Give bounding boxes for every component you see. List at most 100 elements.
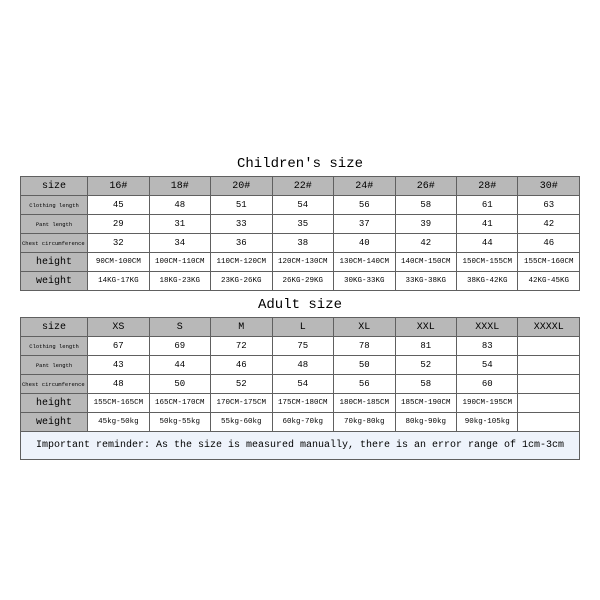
table-cell: 80kg-90kg xyxy=(395,413,456,432)
table-cell: 130CM-140CM xyxy=(334,253,395,272)
table-cell: 60kg-70kg xyxy=(272,413,333,432)
table-cell: 44 xyxy=(149,356,210,375)
table-cell: 48 xyxy=(272,356,333,375)
adult-tbody: sizeXSSMLXLXXLXXXLXXXXLClothing length67… xyxy=(21,318,580,432)
table-cell: 140CM-150CM xyxy=(395,253,456,272)
table-cell: 110CM-120CM xyxy=(211,253,272,272)
table-cell: 180CM-185CM xyxy=(334,394,395,413)
table-cell: 37 xyxy=(334,215,395,234)
table-cell: 43 xyxy=(88,356,149,375)
table-cell: 32 xyxy=(88,234,149,253)
header-size-col: M xyxy=(211,318,272,337)
table-cell: 44 xyxy=(456,234,517,253)
table-cell: 155CM-165CM xyxy=(88,394,149,413)
table-cell: 155CM-160CM xyxy=(518,253,580,272)
header-size-col: XXXL xyxy=(456,318,517,337)
table-cell xyxy=(518,413,580,432)
table-cell xyxy=(518,356,580,375)
size-chart: Children's size size16#18#20#22#24#26#28… xyxy=(20,150,580,460)
header-size-col: S xyxy=(149,318,210,337)
table-cell: 54 xyxy=(272,375,333,394)
header-size-col: XXXXL xyxy=(518,318,580,337)
table-cell: 31 xyxy=(149,215,210,234)
table-cell: 33KG-38KG xyxy=(395,272,456,291)
table-cell: 41 xyxy=(456,215,517,234)
header-size-col: 20# xyxy=(211,177,272,196)
header-size-col: XL xyxy=(334,318,395,337)
table-cell: 33 xyxy=(211,215,272,234)
table-cell: 42 xyxy=(518,215,580,234)
adult-title: Adult size xyxy=(20,291,580,317)
header-size-label: size xyxy=(21,177,88,196)
table-cell: 75 xyxy=(272,337,333,356)
table-cell: 69 xyxy=(149,337,210,356)
table-cell: 56 xyxy=(334,196,395,215)
table-cell: 29 xyxy=(88,215,149,234)
row-label: Clothing length xyxy=(21,337,88,356)
table-cell: 46 xyxy=(518,234,580,253)
header-size-col: 22# xyxy=(272,177,333,196)
table-cell: 23KG-26KG xyxy=(211,272,272,291)
row-label: height xyxy=(21,394,88,413)
table-cell: 54 xyxy=(272,196,333,215)
table-cell: 48 xyxy=(149,196,210,215)
table-cell: 56 xyxy=(334,375,395,394)
row-label: Pant length xyxy=(21,215,88,234)
table-cell: 14KG-17KG xyxy=(88,272,149,291)
table-cell: 120CM-130CM xyxy=(272,253,333,272)
children-title: Children's size xyxy=(20,150,580,176)
table-cell: 100CM-110CM xyxy=(149,253,210,272)
table-cell: 30KG-33KG xyxy=(334,272,395,291)
table-cell: 50kg-55kg xyxy=(149,413,210,432)
table-cell: 90kg-105kg xyxy=(456,413,517,432)
table-cell: 42KG-45KG xyxy=(518,272,580,291)
table-cell: 52 xyxy=(395,356,456,375)
table-cell: 175CM-180CM xyxy=(272,394,333,413)
table-cell: 67 xyxy=(88,337,149,356)
row-label: Chest circumference 1/2 xyxy=(21,234,88,253)
table-cell: 34 xyxy=(149,234,210,253)
header-size-col: XXL xyxy=(395,318,456,337)
table-cell: 90CM-100CM xyxy=(88,253,149,272)
table-cell xyxy=(518,375,580,394)
table-cell: 51 xyxy=(211,196,272,215)
table-cell: 185CM-190CM xyxy=(395,394,456,413)
row-label: weight xyxy=(21,413,88,432)
header-size-col: L xyxy=(272,318,333,337)
table-cell: 39 xyxy=(395,215,456,234)
row-label: Clothing length xyxy=(21,196,88,215)
row-label: weight xyxy=(21,272,88,291)
reminder-note: Important reminder: As the size is measu… xyxy=(20,432,580,460)
table-cell: 26KG-29KG xyxy=(272,272,333,291)
table-cell: 50 xyxy=(334,356,395,375)
header-size-col: XS xyxy=(88,318,149,337)
table-cell xyxy=(518,337,580,356)
header-size-col: 18# xyxy=(149,177,210,196)
table-cell: 170CM-175CM xyxy=(211,394,272,413)
table-cell: 83 xyxy=(456,337,517,356)
table-cell: 40 xyxy=(334,234,395,253)
table-cell: 38 xyxy=(272,234,333,253)
children-tbody: size16#18#20#22#24#26#28#30#Clothing len… xyxy=(21,177,580,291)
table-cell: 36 xyxy=(211,234,272,253)
table-cell: 58 xyxy=(395,375,456,394)
table-cell: 54 xyxy=(456,356,517,375)
table-cell: 60 xyxy=(456,375,517,394)
table-cell: 50 xyxy=(149,375,210,394)
table-cell: 190CM-195CM xyxy=(456,394,517,413)
header-size-col: 26# xyxy=(395,177,456,196)
row-label: height xyxy=(21,253,88,272)
adult-table: sizeXSSMLXLXXLXXXLXXXXLClothing length67… xyxy=(20,317,580,432)
table-cell: 45kg-50kg xyxy=(88,413,149,432)
table-cell: 52 xyxy=(211,375,272,394)
header-size-col: 30# xyxy=(518,177,580,196)
table-cell xyxy=(518,394,580,413)
table-cell: 81 xyxy=(395,337,456,356)
table-cell: 61 xyxy=(456,196,517,215)
table-cell: 58 xyxy=(395,196,456,215)
row-label: Pant length xyxy=(21,356,88,375)
table-cell: 48 xyxy=(88,375,149,394)
table-cell: 42 xyxy=(395,234,456,253)
table-cell: 18KG-23KG xyxy=(149,272,210,291)
header-size-col: 24# xyxy=(334,177,395,196)
